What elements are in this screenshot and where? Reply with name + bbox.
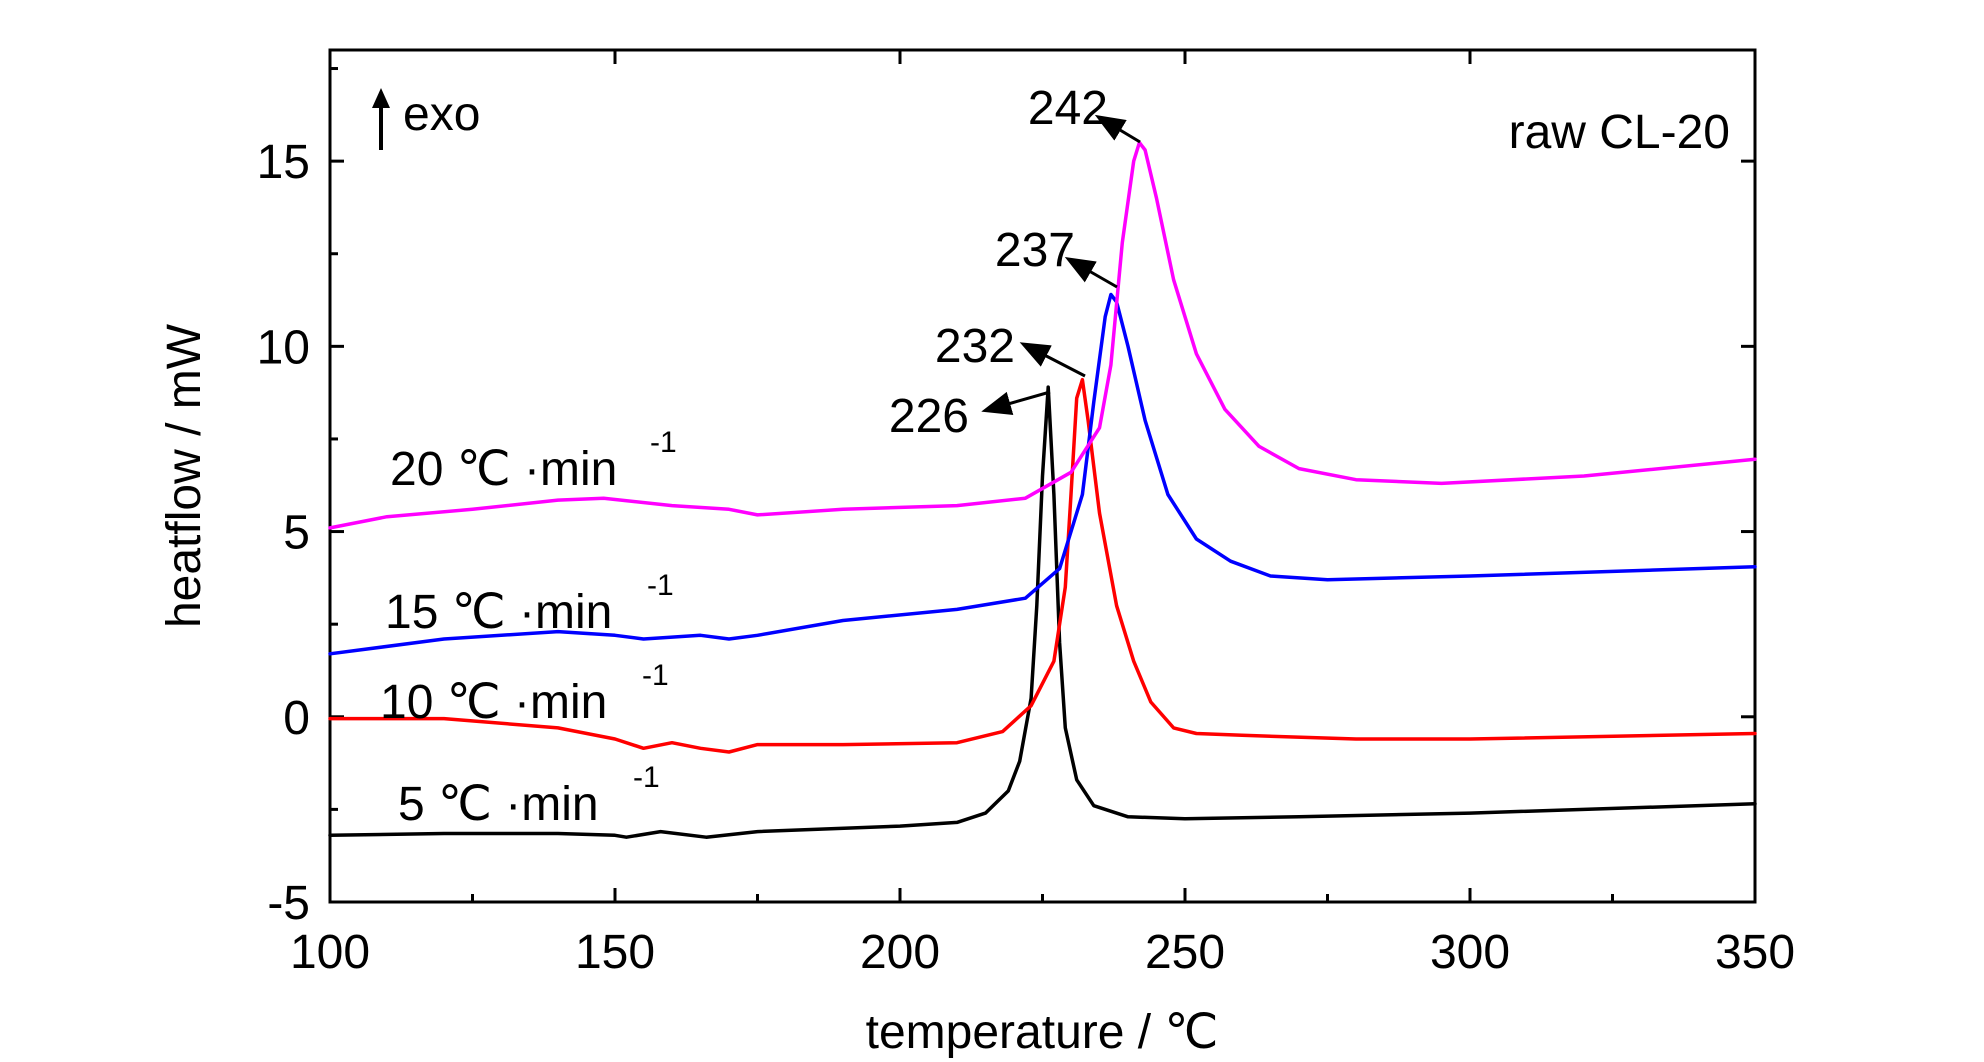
x-tick-label: 100 xyxy=(290,926,370,979)
peak-label-242: 242 xyxy=(1028,82,1108,135)
series-label-10: 10 ℃ ·min -1 xyxy=(380,659,669,729)
y-tick-label: -5 xyxy=(267,877,310,930)
peak-arrow-242 xyxy=(1094,114,1141,144)
series-line-10 xyxy=(328,377,1757,754)
series-line-20 xyxy=(328,140,1757,530)
x-tick-label: 350 xyxy=(1715,926,1795,979)
sample-label: raw CL-20 xyxy=(1509,106,1730,159)
rate-exp-20: -1 xyxy=(650,426,677,459)
x-tick-label: 200 xyxy=(860,926,940,979)
rate-unit-20: ℃ ·min xyxy=(457,443,618,496)
peak-label-226: 226 xyxy=(889,390,969,443)
rate-unit-10: ℃ ·min xyxy=(447,676,608,729)
rate-value-5: 5 xyxy=(398,778,425,831)
x-tick-label: 250 xyxy=(1145,926,1225,979)
series-label-5: 5 ℃ ·min -1 xyxy=(398,761,660,831)
y-tick-label: 10 xyxy=(257,321,310,374)
exo-label: exo xyxy=(403,88,480,141)
rate-value-20: 20 xyxy=(390,443,443,496)
exo-arrowhead xyxy=(372,88,390,108)
peak-annotations: 226 232 237 242 xyxy=(889,82,1141,443)
peak-arrow-232 xyxy=(1019,342,1086,378)
rate-exp-5: -1 xyxy=(633,761,660,794)
peak-label-232: 232 xyxy=(935,320,1015,373)
y-tick-label: 5 xyxy=(283,507,310,560)
rate-exp-15: -1 xyxy=(647,569,674,602)
series-label-15: 15 ℃ ·min -1 xyxy=(385,569,674,639)
x-axis-ticks xyxy=(328,50,1757,902)
rate-unit-15: ℃ ·min xyxy=(452,586,613,639)
y-tick-label: 0 xyxy=(283,692,310,745)
peak-label-237: 237 xyxy=(995,224,1075,277)
x-tick-label: 300 xyxy=(1430,926,1510,979)
y-axis-title: heatflow / mW xyxy=(158,323,211,628)
rate-value-15: 15 xyxy=(385,586,438,639)
rate-exp-10: -1 xyxy=(642,659,669,692)
y-axis-ticks xyxy=(330,67,1755,904)
rate-unit-5: ℃ ·min xyxy=(438,778,599,831)
series-label-20: 20 ℃ ·min -1 xyxy=(390,426,677,496)
svg-text:10 ℃ ·min: 10 ℃ ·min xyxy=(380,676,607,729)
series-line-5 xyxy=(328,385,1757,839)
x-axis-tick-labels: 100 150 200 250 300 350 xyxy=(290,926,1795,979)
x-tick-label: 150 xyxy=(575,926,655,979)
y-axis-tick-labels: -5 0 5 10 15 xyxy=(257,136,310,930)
series-lines xyxy=(328,140,1757,839)
svg-text:20 ℃ ·min: 20 ℃ ·min xyxy=(390,443,617,496)
peak-arrow-237 xyxy=(1064,257,1118,289)
svg-text:15 ℃ ·min: 15 ℃ ·min xyxy=(385,586,612,639)
x-axis-title: temperature / ℃ xyxy=(866,1006,1219,1059)
rate-value-10: 10 xyxy=(380,676,433,729)
svg-text:5 ℃ ·min: 5 ℃ ·min xyxy=(398,778,599,831)
peak-arrow-226 xyxy=(981,390,1051,415)
exo-indicator: exo xyxy=(372,88,480,150)
y-tick-label: 15 xyxy=(257,136,310,189)
